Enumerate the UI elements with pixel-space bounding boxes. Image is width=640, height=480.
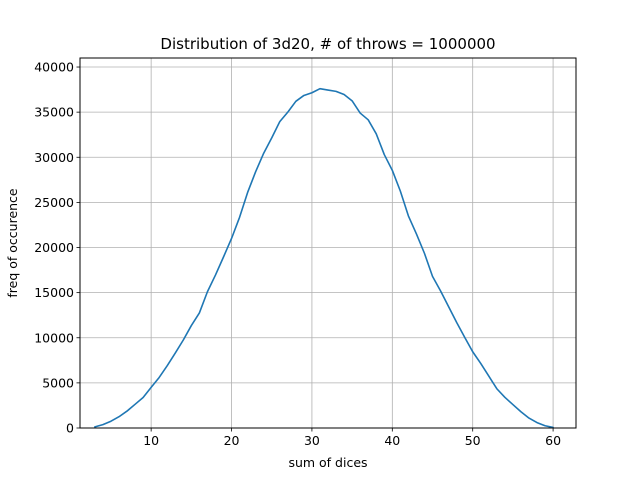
y-tick-label: 0 [66, 421, 74, 436]
y-axis-label: freq of occurence [5, 188, 20, 298]
series-line-layer [94, 87, 554, 429]
x-axis-ticks: 10 20 30 40 50 60 [143, 428, 561, 448]
y-tick-label: 25000 [34, 195, 74, 210]
y-axis-ticks: 0 5000 10000 15000 20000 25000 30000 35000 40000 [34, 60, 80, 436]
y-tick-label: 40000 [34, 60, 74, 75]
y-tick-label: 10000 [34, 330, 74, 345]
chart-title: Distribution of 3d20, # of throws = 1000… [160, 35, 495, 53]
y-tick-label: 20000 [34, 240, 74, 255]
grid-lines [80, 58, 576, 429]
y-tick-label: 15000 [34, 285, 74, 300]
series-line [94, 87, 554, 429]
x-axis-label: sum of dices [288, 455, 367, 470]
y-tick-label: 35000 [34, 105, 74, 120]
x-tick-label: 40 [384, 433, 400, 448]
y-tick-label: 30000 [34, 150, 74, 165]
x-tick-label: 20 [224, 433, 240, 448]
x-tick-label: 30 [304, 433, 320, 448]
y-tick-label: 5000 [42, 375, 74, 390]
x-tick-label: 50 [465, 433, 481, 448]
x-tick-label: 10 [143, 433, 159, 448]
x-tick-label: 60 [545, 433, 561, 448]
plot-frame [79, 57, 577, 429]
